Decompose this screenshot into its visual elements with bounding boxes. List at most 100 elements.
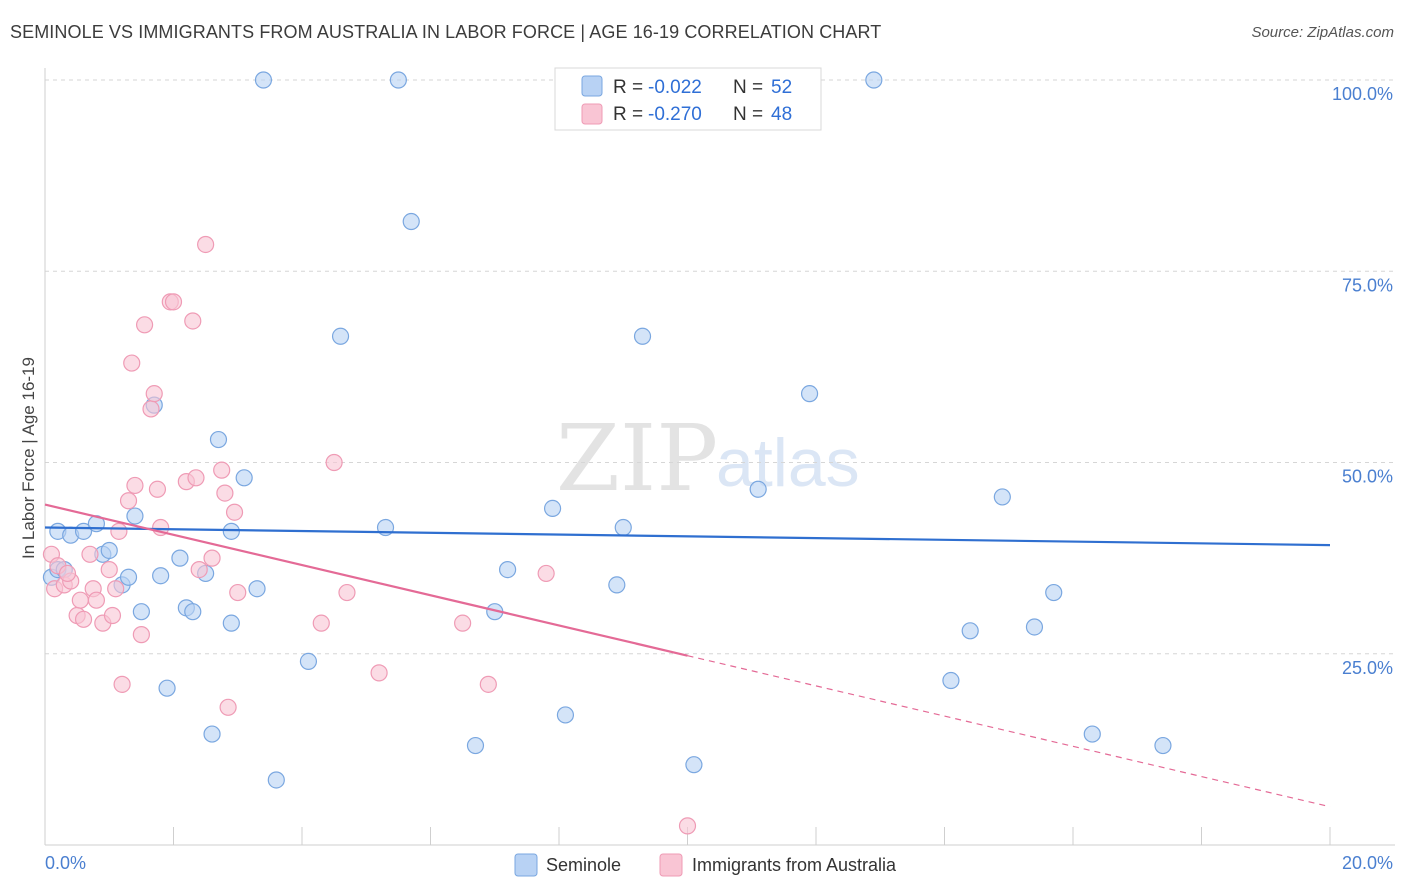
seminole-point: [209, 430, 228, 449]
australia-point: [190, 560, 208, 579]
seminole-point: [184, 603, 202, 621]
australia-point: [100, 560, 118, 579]
legend-r-value-2: -0.270: [648, 104, 702, 125]
legend-n-label-1: N =: [733, 77, 763, 98]
australia-point: [312, 614, 330, 632]
seminole-point: [203, 725, 221, 743]
seminole-point: [235, 469, 253, 487]
australia-point: [678, 817, 697, 835]
series-legend: Seminole Immigrants from Australia: [514, 853, 897, 877]
seminole-point: [132, 603, 150, 621]
australia-point: [187, 469, 205, 487]
seminole-point: [749, 480, 767, 498]
legend-r-value-1: -0.022: [648, 77, 702, 98]
seminole-point: [499, 560, 517, 579]
seminole-point: [466, 736, 485, 755]
y-tick-label: 25.0%: [1342, 658, 1393, 678]
y-tick-label: 100.0%: [1332, 84, 1393, 104]
seminole-point: [1154, 736, 1172, 755]
seminole-point: [402, 212, 420, 231]
bottom-legend-swatch-seminole: [514, 853, 538, 877]
seminole-point: [865, 71, 883, 89]
australia-point: [164, 293, 183, 311]
australia-point: [107, 580, 125, 598]
seminole-point: [100, 541, 118, 560]
seminole-point: [389, 71, 407, 89]
seminole-point: [633, 327, 652, 345]
seminole-point: [254, 71, 273, 89]
australia-point: [229, 583, 247, 602]
australia-point: [145, 385, 163, 403]
seminole-point: [800, 385, 819, 403]
legend-r-label-1: R =: [613, 77, 643, 98]
australia-point: [142, 400, 160, 418]
australia-point: [123, 354, 141, 372]
australia-point: [479, 675, 497, 693]
seminole-point: [1083, 725, 1101, 743]
australia-point: [87, 591, 106, 609]
y-tick-label: 50.0%: [1342, 467, 1393, 487]
seminole-point: [222, 522, 240, 540]
watermark-zip: ZIP: [556, 405, 718, 512]
australia-point: [325, 453, 343, 472]
source-label: Source: ZipAtlas.com: [1251, 24, 1394, 41]
australia-points: [42, 235, 697, 835]
seminole-point: [608, 576, 626, 594]
y-tick-label: 75.0%: [1342, 275, 1393, 295]
australia-point: [81, 545, 99, 563]
seminole-point: [543, 499, 562, 517]
seminole-point: [171, 549, 189, 567]
legend-n-value-1: 52: [771, 77, 792, 98]
watermark-atlas: atlas: [716, 425, 860, 501]
legend-n-label-2: N =: [733, 104, 763, 125]
seminole-point: [1025, 618, 1044, 636]
seminole-point: [685, 756, 703, 774]
australia-point: [197, 235, 215, 254]
legend-r-label-2: R =: [613, 104, 643, 125]
seminole-point: [1045, 583, 1063, 602]
australia-point: [219, 698, 237, 716]
legend-swatch-seminole: [581, 75, 603, 97]
seminole-point: [942, 671, 960, 690]
australia-point: [454, 614, 472, 632]
australia-point: [113, 675, 131, 693]
australia-point: [184, 312, 202, 330]
australia-trend-line-extrapolated: [687, 655, 1331, 808]
australia-point: [225, 503, 244, 521]
australia-point: [338, 583, 356, 602]
seminole-point: [158, 679, 176, 697]
australia-point: [119, 492, 138, 510]
seminole-point: [267, 771, 285, 789]
australia-point: [148, 480, 167, 498]
australia-point: [74, 610, 93, 628]
australia-point: [126, 476, 144, 495]
australia-point: [71, 591, 89, 609]
australia-point: [537, 564, 555, 583]
australia-point: [132, 626, 150, 644]
seminole-point: [993, 488, 1011, 506]
seminole-point: [331, 327, 350, 345]
seminole-point: [119, 568, 138, 586]
legend-swatch-australia: [581, 103, 603, 125]
seminole-point: [556, 706, 575, 724]
bottom-legend-seminole: Seminole: [546, 855, 621, 875]
australia-point: [216, 484, 234, 502]
australia-point: [103, 606, 122, 625]
australia-point: [110, 522, 128, 540]
bottom-legend-swatch-australia: [659, 853, 683, 877]
seminole-trend-line: [44, 526, 1331, 547]
chart-title: SEMINOLE VS IMMIGRANTS FROM AUSTRALIA IN…: [10, 22, 882, 42]
seminole-point: [299, 652, 318, 671]
australia-point: [58, 564, 77, 583]
y-axis-label: In Labor Force | Age 16-19: [19, 357, 38, 559]
bottom-legend-australia: Immigrants from Australia: [692, 855, 897, 875]
seminole-point: [248, 580, 266, 598]
x-tick-label-max: 20.0%: [1342, 853, 1393, 873]
seminole-point: [152, 567, 170, 585]
seminole-point: [222, 614, 240, 632]
seminole-point: [126, 507, 144, 525]
australia-point: [370, 664, 388, 682]
trend-lines: [44, 503, 1331, 808]
gridlines: [45, 79, 1395, 655]
